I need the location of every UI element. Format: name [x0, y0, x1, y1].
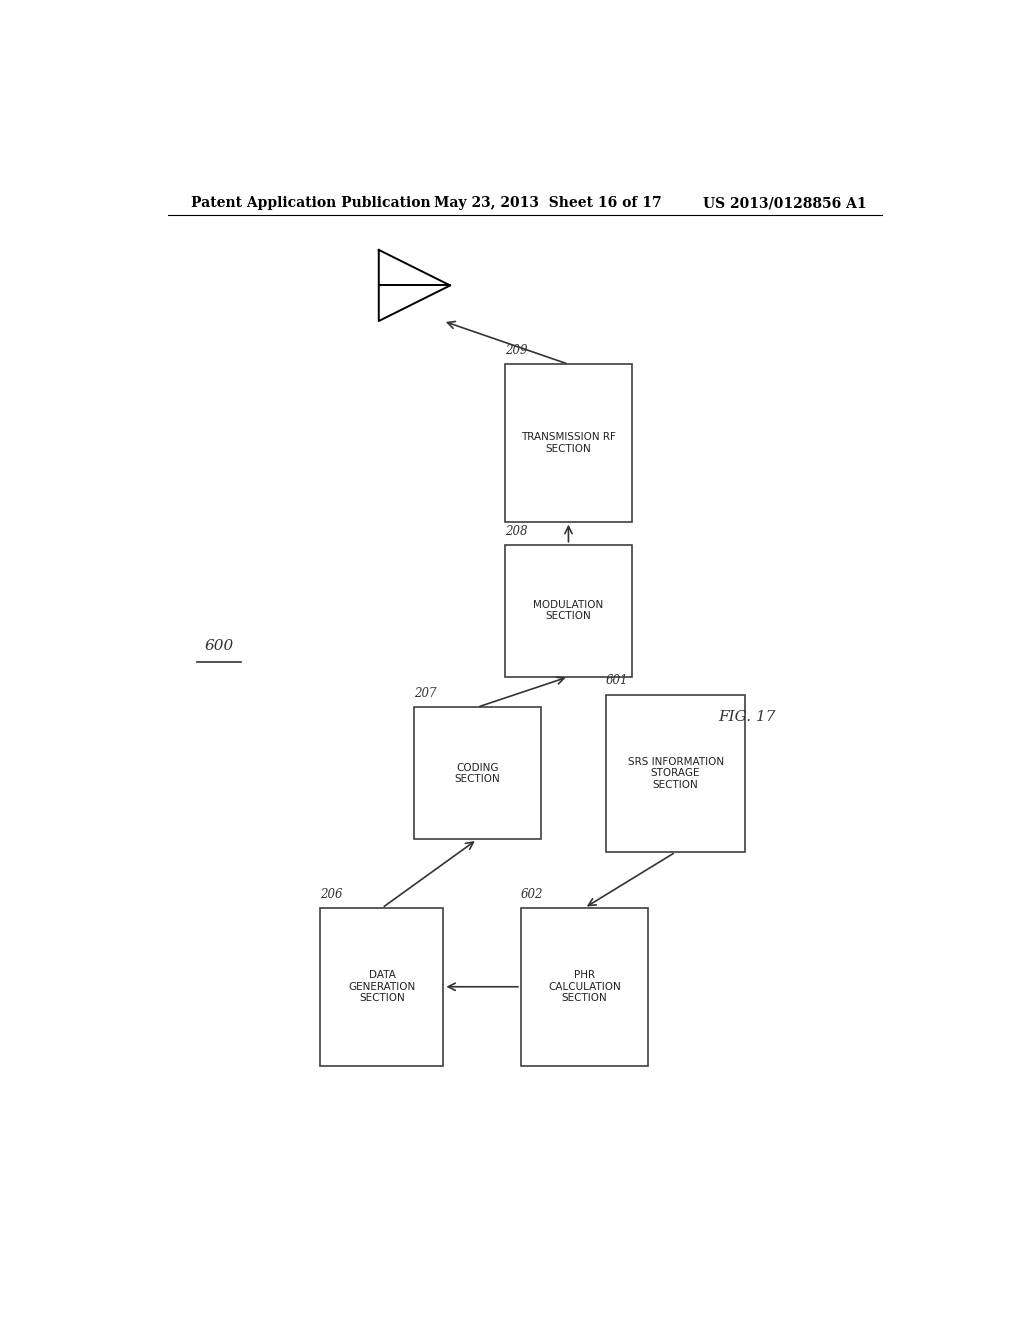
Bar: [505, 545, 632, 677]
Text: MODULATION
SECTION: MODULATION SECTION: [534, 599, 603, 622]
Text: May 23, 2013  Sheet 16 of 17: May 23, 2013 Sheet 16 of 17: [433, 197, 662, 210]
Bar: [521, 908, 648, 1065]
Bar: [321, 908, 443, 1065]
Text: DATA
GENERATION
SECTION: DATA GENERATION SECTION: [348, 970, 416, 1003]
Text: 207: 207: [414, 688, 436, 700]
Bar: [505, 364, 632, 521]
Text: CODING
SECTION: CODING SECTION: [455, 763, 500, 784]
Text: PHR
CALCULATION
SECTION: PHR CALCULATION SECTION: [548, 970, 621, 1003]
Text: SRS INFORMATION
STORAGE
SECTION: SRS INFORMATION STORAGE SECTION: [628, 756, 724, 789]
Text: 600: 600: [205, 639, 233, 653]
Text: 208: 208: [505, 524, 527, 537]
Text: Patent Application Publication: Patent Application Publication: [191, 197, 431, 210]
Text: 601: 601: [606, 675, 629, 688]
Text: 206: 206: [321, 888, 343, 900]
Bar: [414, 708, 541, 840]
Text: FIG. 17: FIG. 17: [718, 710, 776, 725]
Text: 602: 602: [521, 888, 544, 900]
Text: 209: 209: [505, 345, 527, 358]
Text: US 2013/0128856 A1: US 2013/0128856 A1: [703, 197, 867, 210]
Bar: [606, 694, 745, 853]
Text: TRANSMISSION RF
SECTION: TRANSMISSION RF SECTION: [521, 432, 615, 454]
